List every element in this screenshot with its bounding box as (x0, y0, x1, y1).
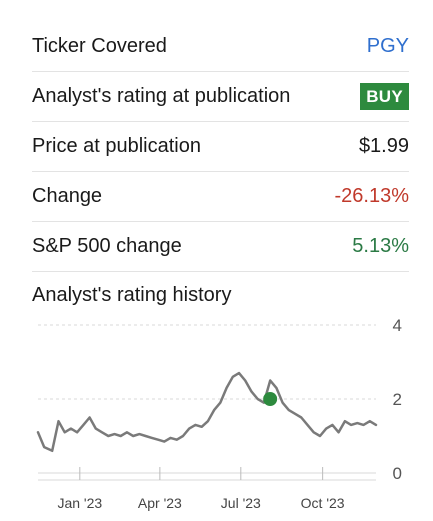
row-sp500: S&P 500 change 5.13% (32, 222, 409, 272)
publication-marker (263, 392, 278, 406)
change-value: -26.13% (334, 185, 410, 207)
rating-label: Analyst's rating at publication (32, 85, 291, 107)
price-label: Price at publication (32, 135, 201, 157)
ticker-link[interactable]: PGY (366, 35, 409, 57)
change-label: Change (32, 185, 103, 207)
history-title: Analyst's rating history (32, 284, 232, 306)
y-tick-label: 4 (393, 316, 402, 335)
x-tick-label: Jan '23 (57, 495, 102, 511)
y-tick-label: 0 (393, 464, 402, 483)
x-tick-label: Jul '23 (221, 495, 261, 511)
rating-history-line (36, 371, 378, 453)
row-change: Change -26.13% (32, 172, 409, 222)
sp500-label: S&P 500 change (32, 235, 182, 257)
rating-badge: BUY (360, 83, 409, 110)
y-tick-label: 2 (393, 390, 402, 409)
row-ticker: Ticker Covered PGY (32, 22, 409, 72)
x-tick-label: Oct '23 (301, 495, 345, 511)
sp500-value: 5.13% (352, 235, 409, 257)
x-tick-label: Apr '23 (138, 495, 182, 511)
row-rating: Analyst's rating at publication BUY (32, 72, 409, 122)
price-value: $1.99 (358, 135, 409, 157)
summary-card: Ticker Covered PGY Analyst's rating at p… (32, 22, 409, 272)
row-price: Price at publication $1.99 (32, 122, 409, 172)
ticker-label: Ticker Covered (32, 35, 167, 57)
